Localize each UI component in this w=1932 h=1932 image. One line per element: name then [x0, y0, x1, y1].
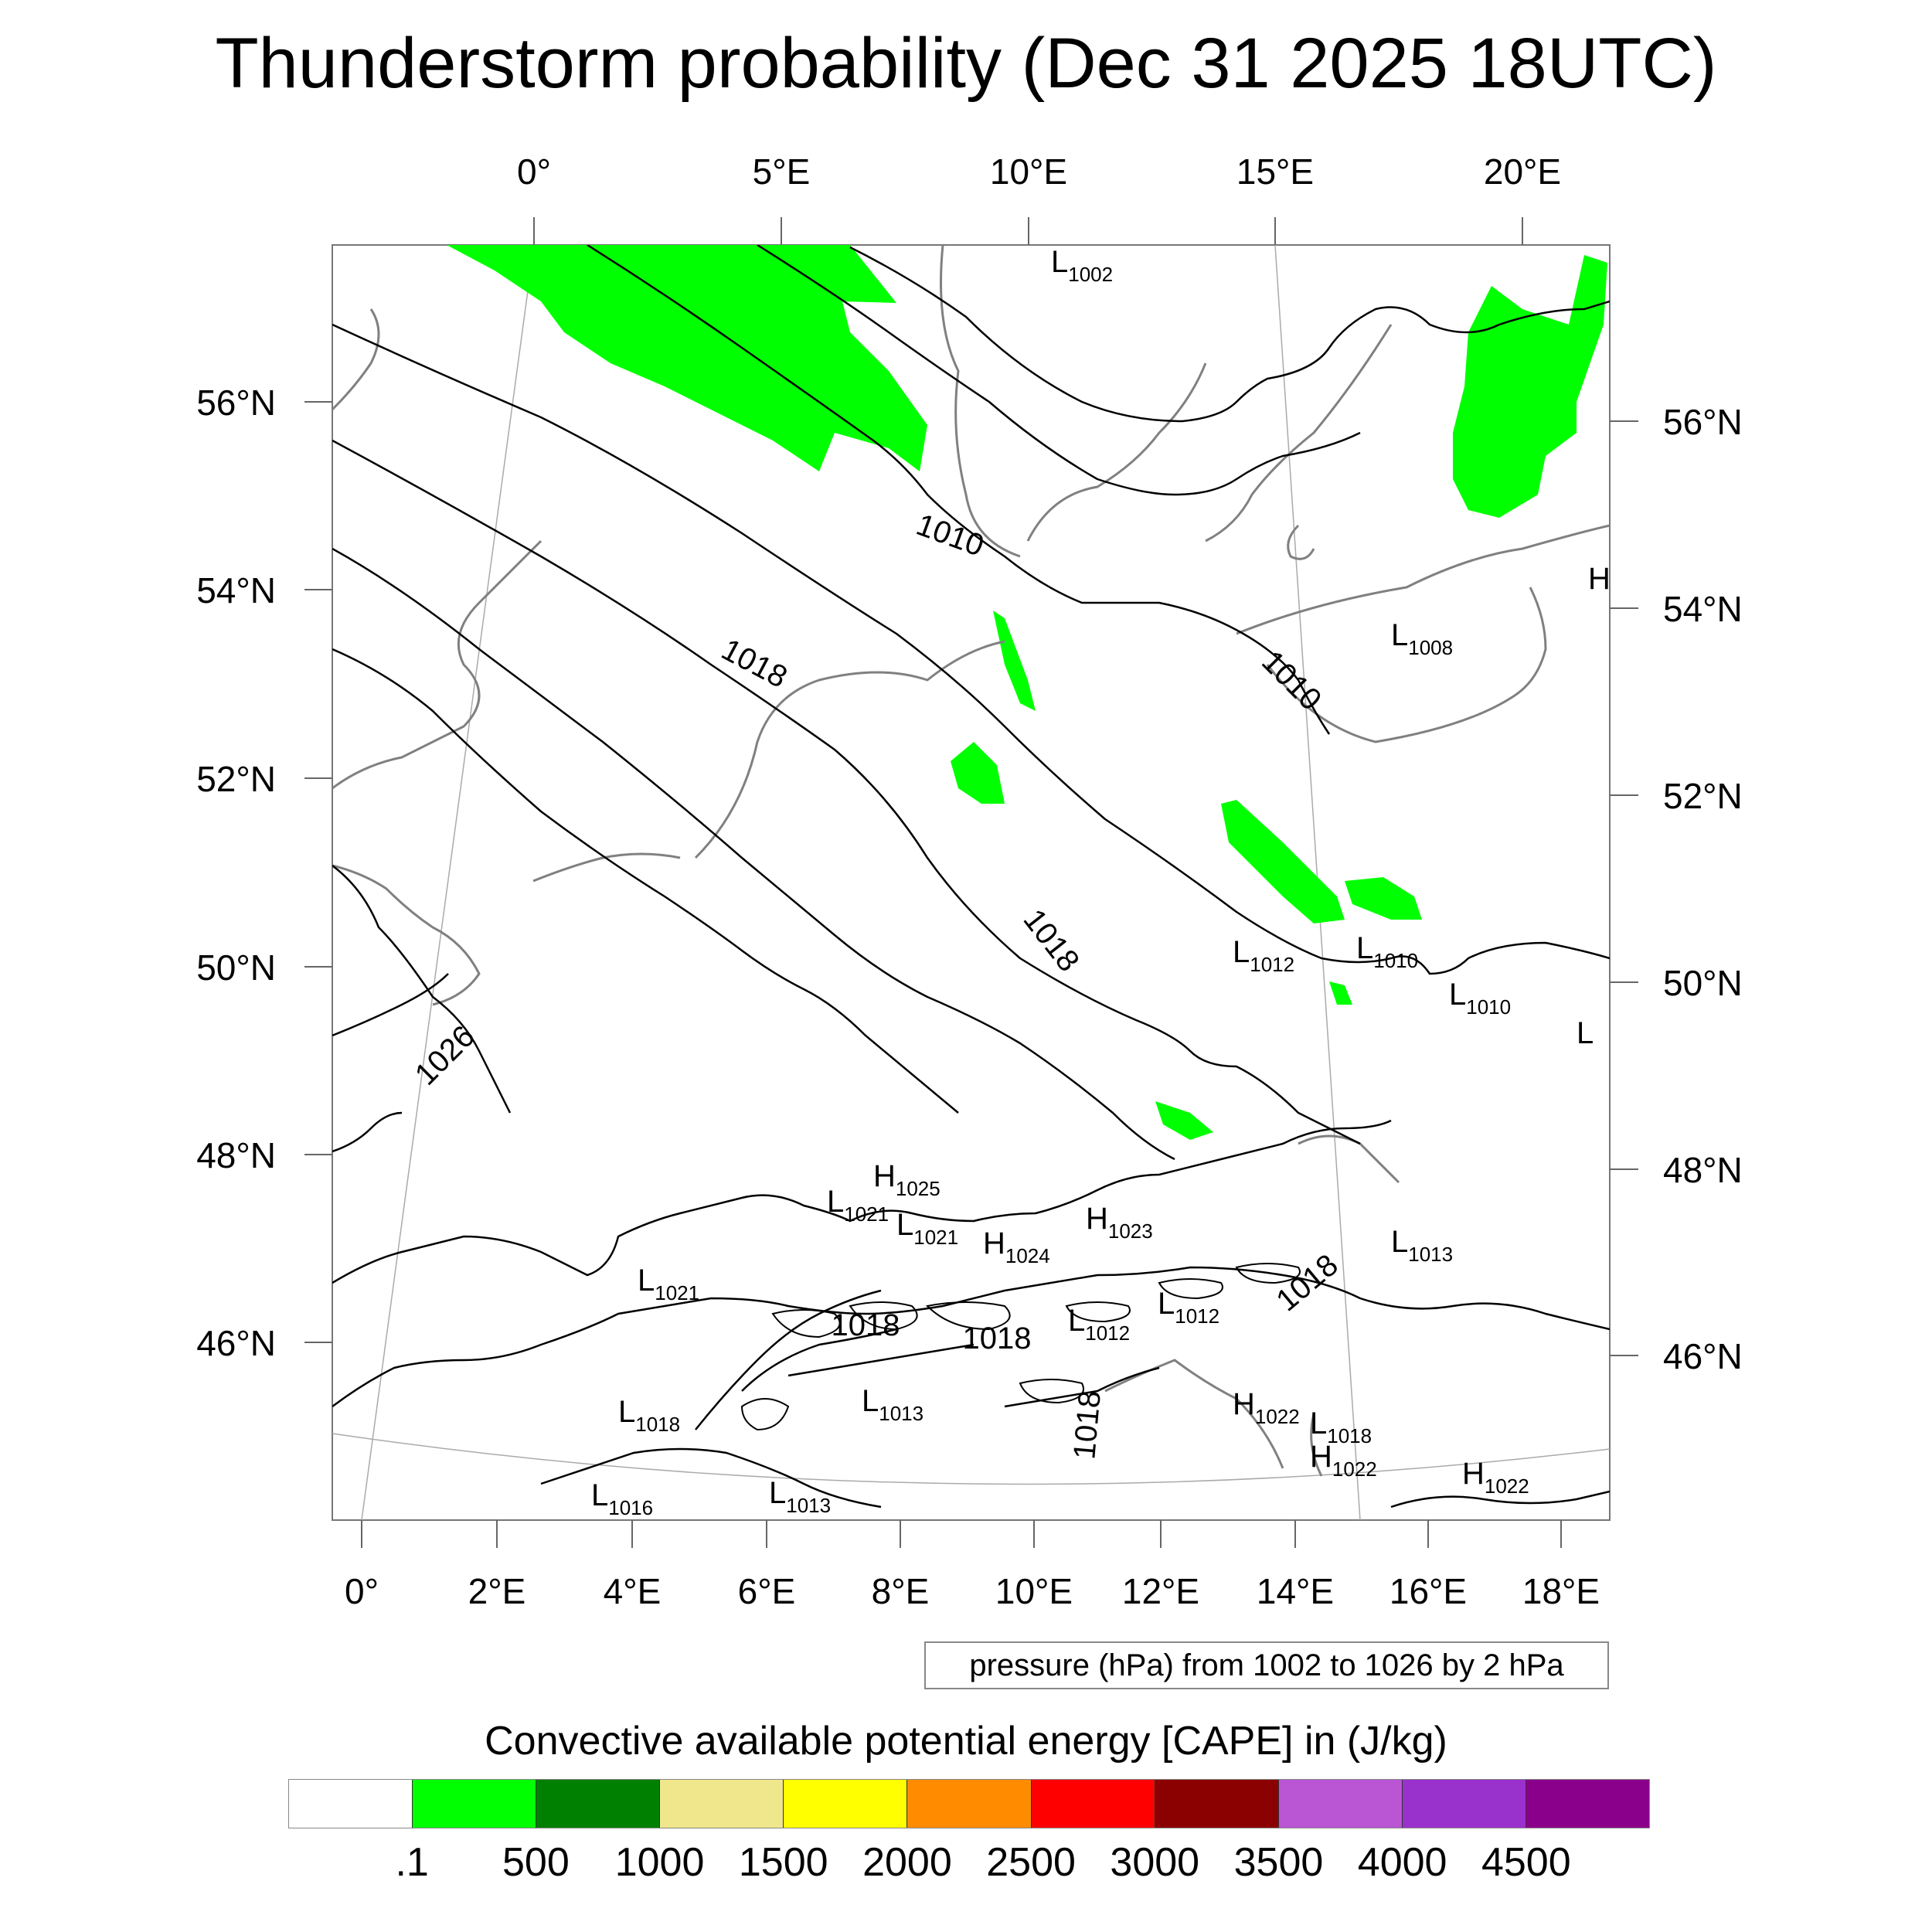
- axis-ticks: [304, 217, 1638, 1548]
- lon-label: 2°E: [468, 1571, 526, 1611]
- pressure-center: H1022: [1310, 1440, 1377, 1481]
- pressure-center: H1024: [983, 1226, 1050, 1267]
- pressure-center: L1021: [638, 1264, 699, 1304]
- cape-areas: [447, 245, 1607, 1140]
- page-title: Thunderstorm probability (Dec 31 2025 18…: [215, 24, 1717, 103]
- pressure-center: L1018: [1310, 1406, 1372, 1447]
- colorbar-tick-label: 3000: [1110, 1840, 1200, 1885]
- isobar-label: 1018: [832, 1308, 900, 1342]
- colorbar: [288, 1779, 1650, 1828]
- cape-area-west-germany: [993, 611, 1036, 711]
- pressure-center: L1002: [1051, 245, 1113, 286]
- left-latitude-labels: 56°N 54°N 52°N 50°N 48°N 46°N: [196, 383, 276, 1363]
- pressure-center: H1025: [873, 1159, 940, 1200]
- cape-area-baltic: [1453, 255, 1607, 518]
- cape-area-poland: [1345, 877, 1422, 920]
- pressure-center: L1008: [1391, 618, 1453, 659]
- pressure-center: L1013: [769, 1476, 831, 1517]
- lon-label: 18°E: [1522, 1571, 1600, 1611]
- lat-label: 56°N: [196, 383, 276, 423]
- colorbar-cell: [536, 1780, 661, 1828]
- lat-label: 54°N: [196, 570, 276, 611]
- pressure-center-partial: H: [1588, 562, 1611, 596]
- lon-label: 16°E: [1389, 1571, 1467, 1611]
- colorbar-tick-label: 4500: [1481, 1840, 1571, 1885]
- lat-label: 50°N: [1663, 963, 1743, 1003]
- colorbar-title: Convective available potential energy [C…: [485, 1719, 1447, 1764]
- colorbar-cell: [1402, 1780, 1526, 1828]
- lon-label: 12°E: [1122, 1571, 1199, 1611]
- colorbar-cell: [1155, 1780, 1279, 1828]
- pressure-center: L1012: [1233, 935, 1294, 976]
- cape-area-rhine: [951, 742, 1005, 804]
- lon-label: 0°: [517, 151, 551, 192]
- lat-label: 46°N: [196, 1323, 276, 1363]
- colorbar-cell: [907, 1780, 1032, 1828]
- isobar-label: 1018: [963, 1321, 1032, 1355]
- pressure-center: H1022: [1233, 1387, 1300, 1428]
- pressure-center: L1010: [1356, 931, 1418, 972]
- colorbar-ticks: .1 500 1000 1500 2000 2500 3000 3500 4000 4500: [0, 1839, 1932, 1893]
- lon-label: 15°E: [1236, 151, 1314, 192]
- pressure-centers: L1002 L1008 L1012 L1010 L1010 H1025 L102…: [591, 245, 1611, 1519]
- pressure-center: L1012: [1068, 1304, 1130, 1345]
- colorbar-tick-label: 1000: [614, 1840, 705, 1885]
- lon-label: 8°E: [872, 1571, 930, 1611]
- pressure-center: L1021: [827, 1185, 889, 1226]
- colorbar-cell: [1031, 1780, 1155, 1828]
- pressure-center: L1021: [896, 1208, 958, 1249]
- lon-label: 4°E: [604, 1571, 662, 1611]
- colorbar-tick-label: 2500: [986, 1840, 1076, 1885]
- colorbar-cell: [413, 1780, 537, 1828]
- coastlines: [332, 245, 1610, 1477]
- bottom-longitude-labels: 0° 2°E 4°E 6°E 8°E 10°E 12°E 14°E 16°E 1…: [345, 1571, 1600, 1611]
- pressure-center: H1022: [1462, 1457, 1529, 1498]
- lon-label: 14°E: [1257, 1571, 1334, 1611]
- colorbar-cell: [660, 1780, 784, 1828]
- lon-label: 20°E: [1484, 151, 1561, 192]
- pressure-center: L1013: [1391, 1225, 1453, 1266]
- lon-label: 0°: [345, 1571, 379, 1611]
- colorbar-tick-label: 3500: [1233, 1840, 1324, 1885]
- colorbar-cell: [784, 1780, 908, 1828]
- lat-label: 52°N: [196, 759, 276, 799]
- isobars: [332, 245, 1610, 1509]
- lat-label: 56°N: [1663, 402, 1743, 442]
- pressure-center: L1012: [1158, 1287, 1219, 1328]
- lat-label: 52°N: [1663, 776, 1743, 816]
- colorbar-tick-label: .1: [395, 1840, 429, 1885]
- cape-area-czech: [1329, 981, 1352, 1005]
- cape-area-austria: [1155, 1101, 1213, 1140]
- cape-area-north-sea: [447, 245, 927, 471]
- colorbar-cell: [289, 1780, 413, 1828]
- lat-label: 46°N: [1663, 1336, 1743, 1376]
- isobar-label: 1018: [1067, 1389, 1107, 1461]
- lon-label: 6°E: [738, 1571, 796, 1611]
- pressure-center-partial: L: [1577, 1016, 1594, 1050]
- cape-area-east-germany: [1221, 800, 1345, 923]
- pressure-center: L1018: [618, 1395, 680, 1436]
- lat-label: 54°N: [1663, 589, 1743, 629]
- lat-label: 50°N: [196, 947, 276, 988]
- pressure-center: L1010: [1449, 978, 1511, 1019]
- lon-label: 10°E: [990, 151, 1067, 192]
- colorbar-tick-label: 500: [502, 1840, 570, 1885]
- colorbar-tick-label: 4000: [1357, 1840, 1447, 1885]
- colorbar-tick-label: 2000: [862, 1840, 952, 1885]
- pressure-center: L1013: [862, 1384, 923, 1425]
- colorbar-cell: [1278, 1780, 1403, 1828]
- pressure-legend: pressure (hPa) from 1002 to 1026 by 2 hP…: [924, 1641, 1609, 1689]
- colorbar-tick-label: 1500: [738, 1840, 828, 1885]
- lat-label: 48°N: [1663, 1150, 1743, 1190]
- top-longitude-labels: 0° 5°E 10°E 15°E 20°E: [517, 151, 1561, 192]
- pressure-center: H1023: [1086, 1202, 1153, 1243]
- lat-label: 48°N: [196, 1135, 276, 1175]
- colorbar-cell: [1526, 1780, 1650, 1828]
- alps-contours: [740, 1263, 1301, 1431]
- lon-label: 5°E: [753, 151, 811, 192]
- pressure-center: L1016: [591, 1478, 653, 1519]
- right-latitude-labels: 56°N 54°N 52°N 50°N 48°N 46°N: [1663, 402, 1743, 1376]
- lon-label: 10°E: [995, 1571, 1073, 1611]
